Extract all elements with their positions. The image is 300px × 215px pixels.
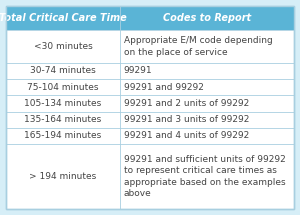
Text: Codes to Report: Codes to Report [163,13,251,23]
Text: 165-194 minutes: 165-194 minutes [24,131,101,140]
Text: 135-164 minutes: 135-164 minutes [24,115,101,124]
Text: 99291 and 4 units of 99292: 99291 and 4 units of 99292 [124,131,249,140]
Bar [120,6,294,30]
Text: 99291: 99291 [124,66,152,75]
Text: 30-74 minutes: 30-74 minutes [30,66,96,75]
Text: Total Critical Care Time: Total Critical Care Time [0,13,127,23]
Text: 75-104 minutes: 75-104 minutes [27,83,99,92]
Text: 99291 and 3 units of 99292: 99291 and 3 units of 99292 [124,115,249,124]
Text: <30 minutes: <30 minutes [34,42,92,51]
Text: 105-134 minutes: 105-134 minutes [24,99,101,108]
Text: Appropriate E/M code depending
on the place of service: Appropriate E/M code depending on the pl… [124,36,272,57]
Text: 99291 and 2 units of 99292: 99291 and 2 units of 99292 [124,99,249,108]
Bar [6,6,120,30]
Text: > 194 minutes: > 194 minutes [29,172,97,181]
Text: 99291 and 99292: 99291 and 99292 [124,83,204,92]
Text: 99291 and sufficient units of 99292
to represent critical care times as
appropri: 99291 and sufficient units of 99292 to r… [124,155,286,198]
